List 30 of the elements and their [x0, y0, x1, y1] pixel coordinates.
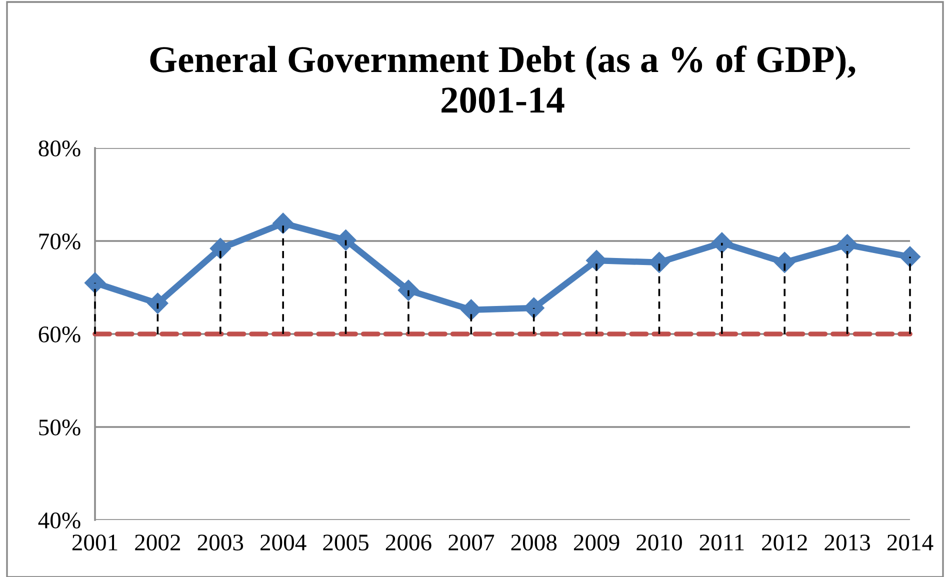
x-tick-label: 2010	[636, 534, 682, 551]
x-tick-label: 2009	[574, 534, 620, 551]
point	[272, 212, 294, 234]
x-tick-label: 2007	[448, 534, 494, 551]
y-tick-label: 70%	[39, 233, 80, 250]
point	[398, 280, 419, 301]
point	[84, 272, 106, 294]
y-tick-label: 40%	[38, 512, 80, 528]
x-tick-label: 2006	[386, 534, 432, 551]
point	[836, 234, 858, 256]
y-tick-label: 80%	[38, 140, 80, 156]
point	[210, 238, 231, 259]
x-tick-label: 2008	[511, 534, 557, 551]
y-tick-label: 60%	[38, 326, 80, 342]
point	[335, 230, 356, 251]
x-tick-label: 2014	[887, 534, 934, 551]
x-tick-label: 2002	[135, 534, 180, 551]
x-tick-label: 2012	[762, 534, 807, 551]
x-tick-label: 2003	[198, 534, 244, 551]
point	[899, 246, 921, 268]
x-tick-label: 2013	[824, 534, 870, 551]
x-tick-label: 2005	[323, 534, 368, 551]
point	[147, 292, 168, 314]
x-tick-label: 2004	[260, 534, 306, 551]
point	[711, 232, 732, 254]
chart-title: General Government Debt (as a % of GDP), 2001-14	[150, 46, 856, 113]
y-tick-label: 50%	[39, 419, 80, 436]
x-tick-label: 2011	[700, 534, 744, 551]
point	[774, 252, 796, 273]
x-tick-label: 2001	[72, 534, 118, 551]
